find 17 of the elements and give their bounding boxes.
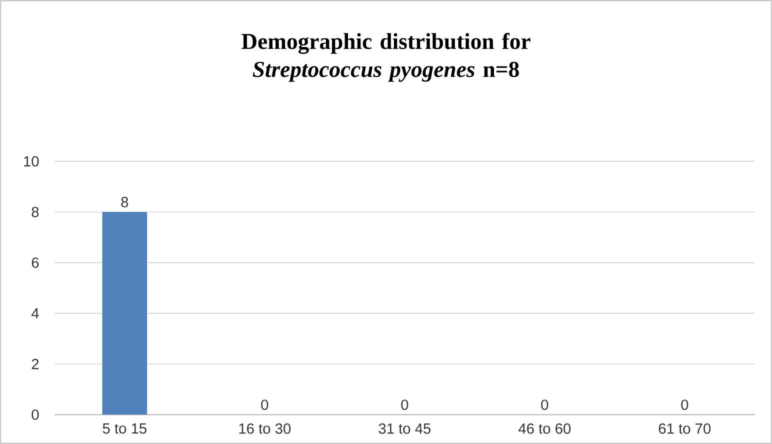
chart-title: Demographic distribution for Streptococcus pyogenes n=8 [242, 32, 530, 82]
x-tick-label: 16 to 30 [239, 423, 291, 434]
data-label: 0 [681, 400, 688, 410]
y-tick-label: 6 [32, 257, 39, 268]
y-tick-label: 8 [32, 206, 39, 218]
data-label: 0 [401, 400, 408, 410]
y-tick-label: 4 [31, 308, 39, 318]
x-tick-label: 5 to 15 [102, 423, 146, 434]
data-label: 0 [261, 400, 268, 410]
data-label: 8 [121, 196, 128, 208]
data-label: 0 [541, 400, 548, 410]
x-tick-label: 31 to 45 [378, 423, 431, 434]
y-tick-label: 2 [32, 358, 39, 370]
x-tick-label: 46 to 60 [518, 423, 571, 434]
y-tick-label: 0 [32, 409, 39, 420]
y-tick-label: 10 [24, 156, 39, 167]
x-tick-label: 61 to 70 [658, 423, 711, 434]
